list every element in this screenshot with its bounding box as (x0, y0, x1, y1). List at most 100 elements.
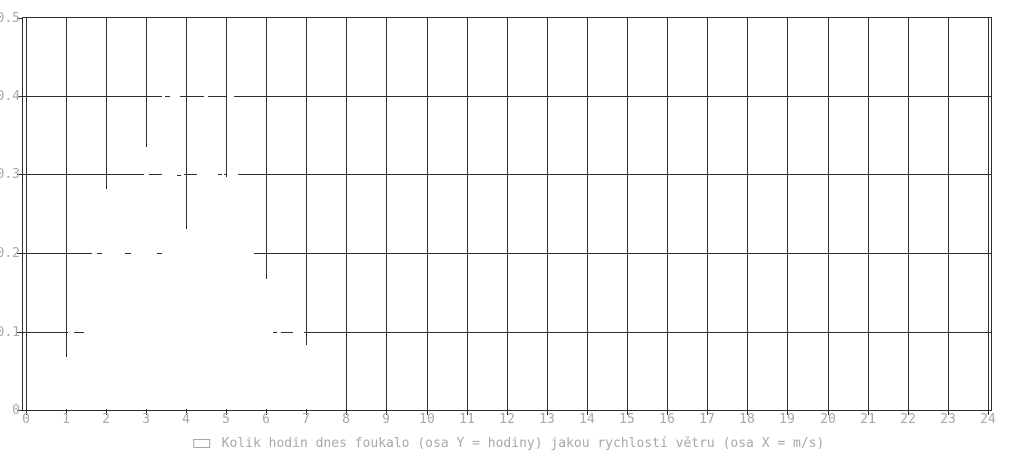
data-box (262, 278, 273, 409)
x-tick-mark (226, 410, 227, 415)
data-box (83, 292, 93, 409)
data-box (237, 190, 254, 409)
x-tick-mark (667, 410, 668, 415)
x-tick-mark (306, 410, 307, 415)
horizontal-gridline (22, 253, 991, 254)
data-box (217, 213, 222, 409)
data-box (92, 229, 98, 409)
horizontal-gridline (22, 332, 991, 333)
data-box (318, 394, 327, 409)
vertical-gridline (26, 17, 27, 410)
data-box (169, 56, 180, 409)
y-tick-label: 0.4 (0, 89, 20, 104)
data-box (253, 268, 263, 409)
vertical-gridline (627, 17, 628, 410)
x-tick-label: 12 (499, 412, 515, 427)
vertical-gridline (467, 17, 468, 410)
vertical-gridline (346, 17, 347, 410)
legend-label: Kolik hodin dnes foukalo (osa Y = hodiny… (221, 436, 825, 451)
data-box (143, 147, 150, 409)
data-box (157, 268, 163, 409)
data-box (197, 150, 204, 409)
x-tick-label: 4 (182, 412, 190, 427)
x-tick-mark (948, 410, 949, 415)
x-tick-label: 5 (222, 412, 230, 427)
x-tick-mark (427, 410, 428, 415)
x-tick-label: 18 (739, 412, 755, 427)
vertical-gridline (908, 17, 909, 410)
data-box (149, 198, 158, 409)
vertical-gridline (787, 17, 788, 410)
data-box (276, 307, 281, 409)
vertical-gridline (186, 17, 187, 410)
x-tick-mark (106, 410, 107, 415)
data-box (308, 370, 319, 409)
vertical-gridline (707, 17, 708, 410)
vertical-gridline (948, 17, 949, 410)
x-tick-mark (707, 410, 708, 415)
vertical-gridline (828, 17, 829, 410)
data-box (27, 386, 64, 409)
vertical-gridline (667, 17, 668, 410)
x-tick-label: 11 (459, 412, 475, 427)
y-tick-mark (17, 174, 22, 175)
vertical-gridline (988, 17, 989, 410)
data-box (293, 307, 305, 409)
x-tick-mark (908, 410, 909, 415)
x-tick-label: 17 (699, 412, 715, 427)
data-box (221, 147, 225, 409)
x-tick-label: 10 (419, 412, 435, 427)
vertical-gridline (386, 17, 387, 410)
data-box (67, 307, 74, 409)
x-tick-label: 9 (382, 412, 390, 427)
data-box (102, 188, 126, 409)
y-tick-label: 0.5 (0, 11, 20, 26)
x-tick-mark (266, 410, 267, 415)
vertical-gridline (66, 17, 67, 410)
y-tick-label: 0.3 (0, 167, 20, 182)
x-tick-label: 2 (102, 412, 110, 427)
x-tick-mark (828, 410, 829, 415)
x-tick-mark (146, 410, 147, 415)
x-tick-mark (868, 410, 869, 415)
x-tick-label: 23 (940, 412, 956, 427)
x-tick-label: 22 (900, 412, 916, 427)
x-tick-mark (507, 410, 508, 415)
x-tick-mark (346, 410, 347, 415)
data-box (63, 357, 68, 409)
data-box (179, 150, 184, 409)
y-tick-mark (17, 96, 22, 97)
data-box (165, 119, 170, 409)
x-tick-label: 7 (302, 412, 310, 427)
x-tick-mark (467, 410, 468, 415)
y-tick-mark (17, 332, 22, 333)
x-tick-label: 19 (779, 412, 795, 427)
x-tick-label: 21 (860, 412, 876, 427)
horizontal-gridline (22, 96, 991, 97)
vertical-gridline (747, 17, 748, 410)
vertical-gridline (547, 17, 548, 410)
x-tick-label: 6 (262, 412, 270, 427)
legend: Kolik hodin dnes foukalo (osa Y = hodiny… (192, 436, 825, 451)
x-tick-label: 14 (579, 412, 595, 427)
data-box (183, 228, 198, 409)
x-tick-label: 15 (619, 412, 635, 427)
y-tick-label: 0.2 (0, 246, 20, 261)
vertical-gridline (507, 17, 508, 410)
x-tick-mark (26, 410, 27, 415)
data-box (125, 276, 131, 409)
data-box (234, 147, 238, 409)
box-marker-icon (192, 439, 210, 448)
data-box (280, 339, 294, 409)
x-tick-mark (66, 410, 67, 415)
vertical-gridline (427, 17, 428, 410)
x-tick-mark (988, 410, 989, 415)
data-dash (177, 175, 182, 176)
data-box (272, 339, 277, 409)
x-tick-label: 13 (539, 412, 555, 427)
x-tick-mark (627, 410, 628, 415)
vertical-gridline (306, 17, 307, 410)
vertical-gridline (266, 17, 267, 410)
x-tick-mark (186, 410, 187, 415)
data-box (203, 56, 209, 409)
